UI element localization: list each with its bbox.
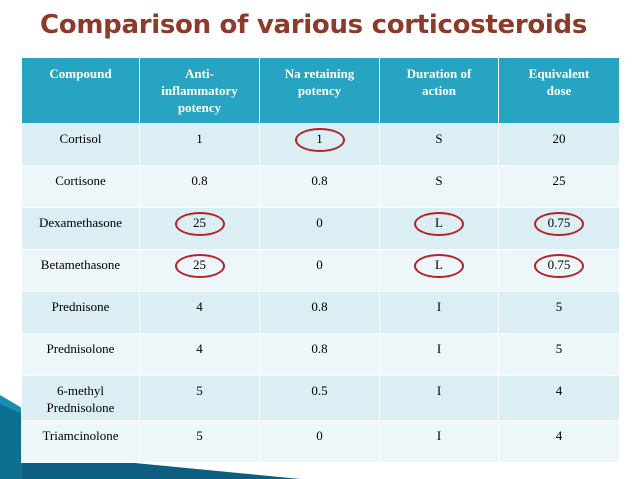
cell-na-retaining: 1 [259, 123, 380, 166]
table-row: Triamcinolone 5 0 I 4 [21, 420, 620, 463]
cell-equivalent-dose: 4 [498, 375, 620, 421]
cell-anti-inflammatory: 25 [139, 249, 260, 292]
header-equivalent-dose: Equivalent dose [498, 57, 620, 124]
header-line: inflammatory [161, 83, 238, 98]
slide-title: Comparison of various corticosteroids [40, 10, 588, 40]
cell-duration: I [379, 333, 499, 376]
header-line: potency [177, 100, 222, 115]
cell-compound: Dexamethasone [21, 207, 140, 250]
table-row: Prednisone 4 0.8 I 5 [21, 291, 620, 334]
cell-na-retaining: 0 [259, 420, 380, 463]
cell-compound: Betamethasone [21, 249, 140, 292]
cell-duration: S [379, 123, 499, 166]
cell-duration: I [379, 291, 499, 334]
cell-compound: Cortisol [21, 123, 140, 166]
header-compound: Compound [21, 57, 140, 124]
cell-duration: L [379, 249, 499, 292]
cell-anti-inflammatory: 1 [139, 123, 260, 166]
cell-anti-inflammatory: 5 [139, 375, 260, 421]
cell-duration: I [379, 375, 499, 421]
cell-compound: 6-methyl Prednisolone [21, 375, 140, 421]
cell-na-retaining: 0 [259, 249, 380, 292]
cell-anti-inflammatory: 5 [139, 420, 260, 463]
compound-line: 6-methyl [57, 383, 104, 398]
cell-duration: I [379, 420, 499, 463]
header-duration-of-action: Duration of action [379, 57, 499, 124]
cell-compound: Prednisolone [21, 333, 140, 376]
cell-duration: S [379, 165, 499, 208]
compound-line: Prednisolone [46, 400, 115, 415]
table-row: Dexamethasone 25 0 L 0.75 [21, 207, 620, 250]
cell-equivalent-dose: 5 [498, 333, 620, 376]
table-header-row: Compound Anti- inflammatory potency Na r… [21, 57, 620, 124]
table-row: Prednisolone 4 0.8 I 5 [21, 333, 620, 376]
cell-duration: L [379, 207, 499, 250]
header-line: Anti- [185, 66, 214, 81]
cell-anti-inflammatory: 4 [139, 333, 260, 376]
cell-compound: Cortisone [21, 165, 140, 208]
cell-equivalent-dose: 4 [498, 420, 620, 463]
cell-anti-inflammatory: 0.8 [139, 165, 260, 208]
cell-na-retaining: 0.8 [259, 165, 380, 208]
cell-equivalent-dose: 5 [498, 291, 620, 334]
cell-compound: Prednisone [21, 291, 140, 334]
table-row: Cortisol 1 1 S 20 [21, 123, 620, 166]
cell-equivalent-dose: 25 [498, 165, 620, 208]
table-row: Betamethasone 25 0 L 0.75 [21, 249, 620, 292]
cell-na-retaining: 0 [259, 207, 380, 250]
cell-na-retaining: 0.8 [259, 333, 380, 376]
header-na-retaining-potency: Na retaining potency [259, 57, 380, 124]
header-anti-inflammatory-potency: Anti- inflammatory potency [139, 57, 260, 124]
corticosteroid-comparison-table: Compound Anti- inflammatory potency Na r… [21, 57, 620, 463]
cell-equivalent-dose: 0.75 [498, 249, 620, 292]
cell-equivalent-dose: 20 [498, 123, 620, 166]
cell-na-retaining: 0.5 [259, 375, 380, 421]
cell-anti-inflammatory: 4 [139, 291, 260, 334]
cell-na-retaining: 0.8 [259, 291, 380, 334]
table-row: 6-methyl Prednisolone 5 0.5 I 4 [21, 375, 620, 421]
cell-compound: Triamcinolone [21, 420, 140, 463]
cell-equivalent-dose: 0.75 [498, 207, 620, 250]
table-row: Cortisone 0.8 0.8 S 25 [21, 165, 620, 208]
cell-anti-inflammatory: 25 [139, 207, 260, 250]
